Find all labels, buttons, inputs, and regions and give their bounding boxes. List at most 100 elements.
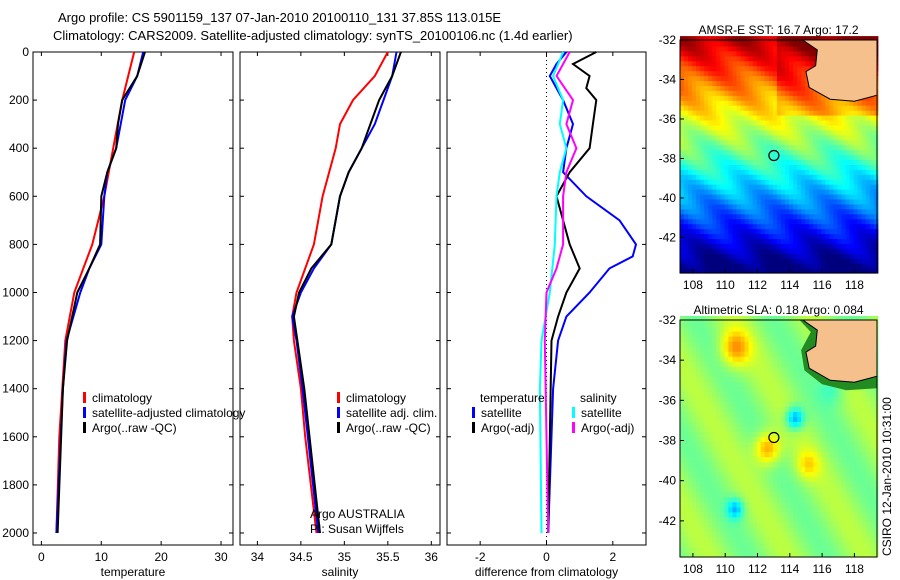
map-cell bbox=[764, 476, 770, 483]
map-cell bbox=[680, 541, 685, 548]
map-cell bbox=[728, 431, 733, 438]
map-cell bbox=[825, 268, 830, 274]
map-cell bbox=[797, 346, 802, 352]
map-cell bbox=[688, 60, 693, 67]
map-cell bbox=[748, 436, 754, 443]
map-cell bbox=[825, 134, 830, 141]
map-cell bbox=[861, 431, 867, 438]
map-cell bbox=[688, 331, 693, 337]
map-cell bbox=[680, 316, 685, 322]
map-cell bbox=[744, 174, 750, 180]
map-cell bbox=[756, 476, 762, 483]
map-cell bbox=[732, 154, 738, 160]
map-cell bbox=[849, 466, 855, 473]
map-cell bbox=[736, 189, 742, 195]
map-cell bbox=[700, 184, 705, 190]
map-cell bbox=[853, 436, 859, 443]
map-cell bbox=[704, 446, 709, 453]
map-cell bbox=[780, 421, 786, 427]
map-cell bbox=[752, 144, 758, 151]
map-cell bbox=[869, 213, 875, 220]
map-cell bbox=[793, 326, 798, 332]
map-cell bbox=[849, 511, 855, 518]
map-cell bbox=[793, 85, 798, 91]
map-cell bbox=[772, 366, 778, 372]
map-cell bbox=[797, 36, 802, 42]
map-cell bbox=[849, 426, 855, 432]
map-cell bbox=[692, 496, 697, 503]
map-cell bbox=[845, 552, 851, 558]
map-cell bbox=[732, 45, 738, 52]
map-cell bbox=[732, 406, 738, 412]
map-cell bbox=[732, 451, 738, 458]
map-cell bbox=[732, 65, 738, 72]
map-cell bbox=[756, 218, 762, 225]
map-cell bbox=[817, 154, 822, 160]
map-cell bbox=[724, 36, 729, 42]
map-cell bbox=[696, 501, 701, 508]
map-cell bbox=[865, 134, 871, 141]
map-cell bbox=[700, 416, 705, 422]
map-cell bbox=[776, 526, 782, 533]
map-cell bbox=[869, 100, 875, 106]
map-cell bbox=[789, 55, 794, 62]
map-cell bbox=[805, 401, 810, 407]
map-cell bbox=[692, 208, 697, 215]
map-cell bbox=[833, 129, 838, 136]
map-cell bbox=[752, 129, 758, 136]
map-cell bbox=[809, 446, 814, 453]
map-cell bbox=[732, 268, 738, 274]
map-cell bbox=[716, 129, 721, 136]
map-cell bbox=[764, 154, 770, 160]
map-cell bbox=[801, 396, 806, 402]
map-cell bbox=[865, 228, 871, 235]
x-tick-label: 35.5 bbox=[376, 550, 400, 564]
map-cell bbox=[708, 406, 713, 412]
map-cell bbox=[740, 326, 746, 332]
map-cell bbox=[756, 506, 762, 513]
map-cell bbox=[744, 169, 750, 175]
map-cell bbox=[680, 406, 685, 412]
map-cell bbox=[704, 491, 709, 498]
map-cell bbox=[688, 552, 693, 558]
map-cell bbox=[857, 446, 863, 453]
map-cell bbox=[776, 164, 782, 170]
map-cell bbox=[768, 506, 774, 513]
x-tick-label: 108 bbox=[683, 278, 703, 292]
map-cell bbox=[732, 536, 738, 543]
map-cell bbox=[829, 105, 834, 111]
map-cell bbox=[841, 194, 847, 200]
map-cell bbox=[700, 511, 705, 518]
map-cell bbox=[780, 233, 786, 239]
map-cell bbox=[861, 471, 867, 478]
map-cell bbox=[809, 268, 814, 274]
map-cell bbox=[845, 316, 851, 322]
map-cell bbox=[869, 233, 875, 239]
map-cell bbox=[748, 189, 754, 195]
map-cell bbox=[708, 411, 713, 417]
map-cell bbox=[833, 476, 838, 483]
map-cell bbox=[780, 441, 786, 448]
map-cell bbox=[837, 316, 842, 322]
map-cell bbox=[845, 149, 851, 156]
map-cell bbox=[873, 511, 879, 518]
map-cell bbox=[728, 90, 733, 96]
map-cell bbox=[752, 41, 758, 47]
map-cell bbox=[752, 326, 758, 332]
map-cell bbox=[849, 506, 855, 513]
map-cell bbox=[704, 426, 709, 432]
map-cell bbox=[841, 115, 847, 121]
map-cell bbox=[708, 149, 713, 156]
map-cell bbox=[684, 476, 689, 483]
map-cell bbox=[825, 233, 830, 239]
map-cell bbox=[720, 547, 725, 553]
map-cell bbox=[688, 486, 693, 493]
map-cell bbox=[704, 536, 709, 543]
map-cell bbox=[849, 258, 855, 264]
map-cell bbox=[789, 331, 794, 337]
map-cell bbox=[785, 356, 790, 362]
map-cell bbox=[776, 436, 782, 443]
map-cell bbox=[789, 461, 794, 468]
map-cell bbox=[724, 511, 729, 518]
map-cell bbox=[793, 169, 798, 175]
